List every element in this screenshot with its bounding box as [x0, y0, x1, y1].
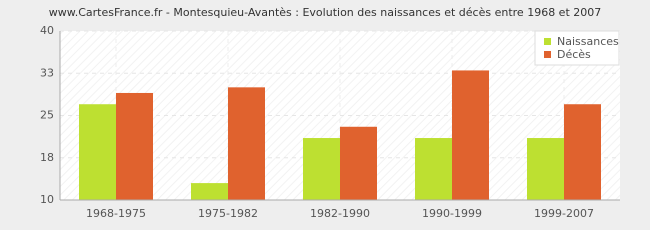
legend-box — [534, 30, 620, 66]
y-tick-label: 33 — [40, 66, 54, 79]
bar — [191, 183, 228, 200]
y-tick-label: 40 — [40, 24, 54, 37]
bar — [340, 126, 377, 200]
bar — [415, 138, 452, 200]
chart-title: www.CartesFrance.fr - Montesquieu-Avantè… — [49, 6, 602, 19]
bar — [228, 87, 265, 200]
bar — [564, 104, 601, 200]
bar — [527, 138, 564, 200]
x-tick-label: 1999-2007 — [534, 207, 594, 220]
y-tick-label: 25 — [40, 109, 54, 122]
x-tick-label: 1982-1990 — [310, 207, 370, 220]
x-tick-label: 1990-1999 — [422, 207, 482, 220]
y-tick-label: 10 — [40, 193, 54, 206]
legend-swatch — [544, 38, 551, 45]
legend-label: Naissances — [557, 35, 619, 48]
x-tick-label: 1968-1975 — [86, 207, 146, 220]
chart: www.CartesFrance.fr - Montesquieu-Avantè… — [0, 0, 650, 230]
x-tick-label: 1975-1982 — [198, 207, 258, 220]
y-tick-label: 18 — [40, 151, 54, 164]
bar — [303, 138, 340, 200]
bar — [116, 92, 153, 200]
bar — [452, 70, 489, 200]
legend-label: Décès — [557, 48, 591, 61]
bar — [79, 104, 116, 200]
legend-swatch — [544, 51, 551, 58]
